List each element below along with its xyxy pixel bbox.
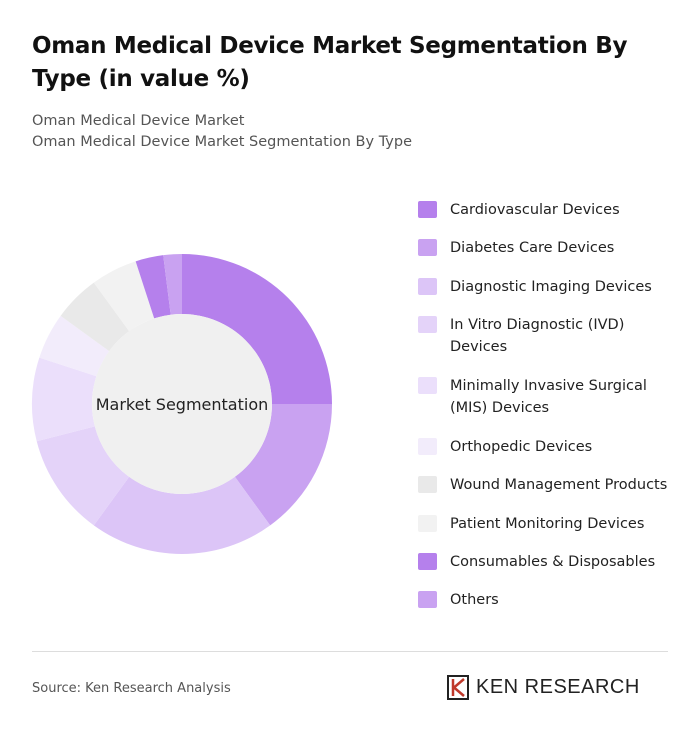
legend-label: Patient Monitoring Devices: [450, 516, 645, 532]
legend-swatch: [418, 553, 437, 570]
legend-label: In Vitro Diagnostic (IVD) Devices: [450, 317, 625, 355]
legend-label: Minimally Invasive Surgical (MIS) Device…: [450, 378, 647, 416]
legend-label: Wound Management Products: [450, 477, 668, 493]
legend-swatch: [418, 239, 437, 256]
subtitle: Oman Medical Device Market: [32, 113, 245, 129]
legend-swatch: [418, 377, 437, 394]
donut-segment: [39, 315, 110, 377]
donut-segment: [182, 254, 332, 404]
legend-swatch: [418, 476, 437, 493]
donut-segment: [32, 357, 97, 442]
legend-label: Consumables & Disposables: [450, 554, 656, 570]
legend-label: Diabetes Care Devices: [450, 240, 615, 256]
brand-logo: [447, 675, 469, 700]
donut-segment: [60, 282, 130, 352]
legend-swatch: [418, 515, 437, 532]
legend-swatch: [418, 591, 437, 608]
legend-swatch: [418, 201, 437, 218]
subtitle: Oman Medical Device Market Segmentation …: [32, 134, 412, 150]
legend-swatch: [418, 438, 437, 455]
divider: [32, 651, 668, 652]
legend-label: Diagnostic Imaging Devices: [450, 279, 652, 295]
donut-segment: [93, 261, 155, 332]
legend-label: Orthopedic Devices: [450, 439, 593, 455]
legend-label: Cardiovascular Devices: [450, 202, 620, 218]
center-label: Market Segmentation: [96, 395, 269, 414]
donut-segment: [163, 254, 182, 315]
chart: Market Segmentation: [32, 254, 332, 554]
donut-segment: [135, 255, 171, 319]
legend-label: Others: [450, 592, 499, 608]
source: Source: Ken Research Analysis: [32, 681, 231, 696]
legend-swatch: [418, 278, 437, 295]
chart-title: Oman Medical Device Market Segmentation …: [32, 33, 628, 92]
legend-swatch: [418, 316, 437, 333]
donut-segment: [36, 426, 130, 526]
brand: KEN RESEARCH: [476, 676, 640, 698]
donut-segment: [234, 404, 332, 526]
donut-hole: [92, 314, 272, 494]
donut-segment: [93, 476, 271, 554]
